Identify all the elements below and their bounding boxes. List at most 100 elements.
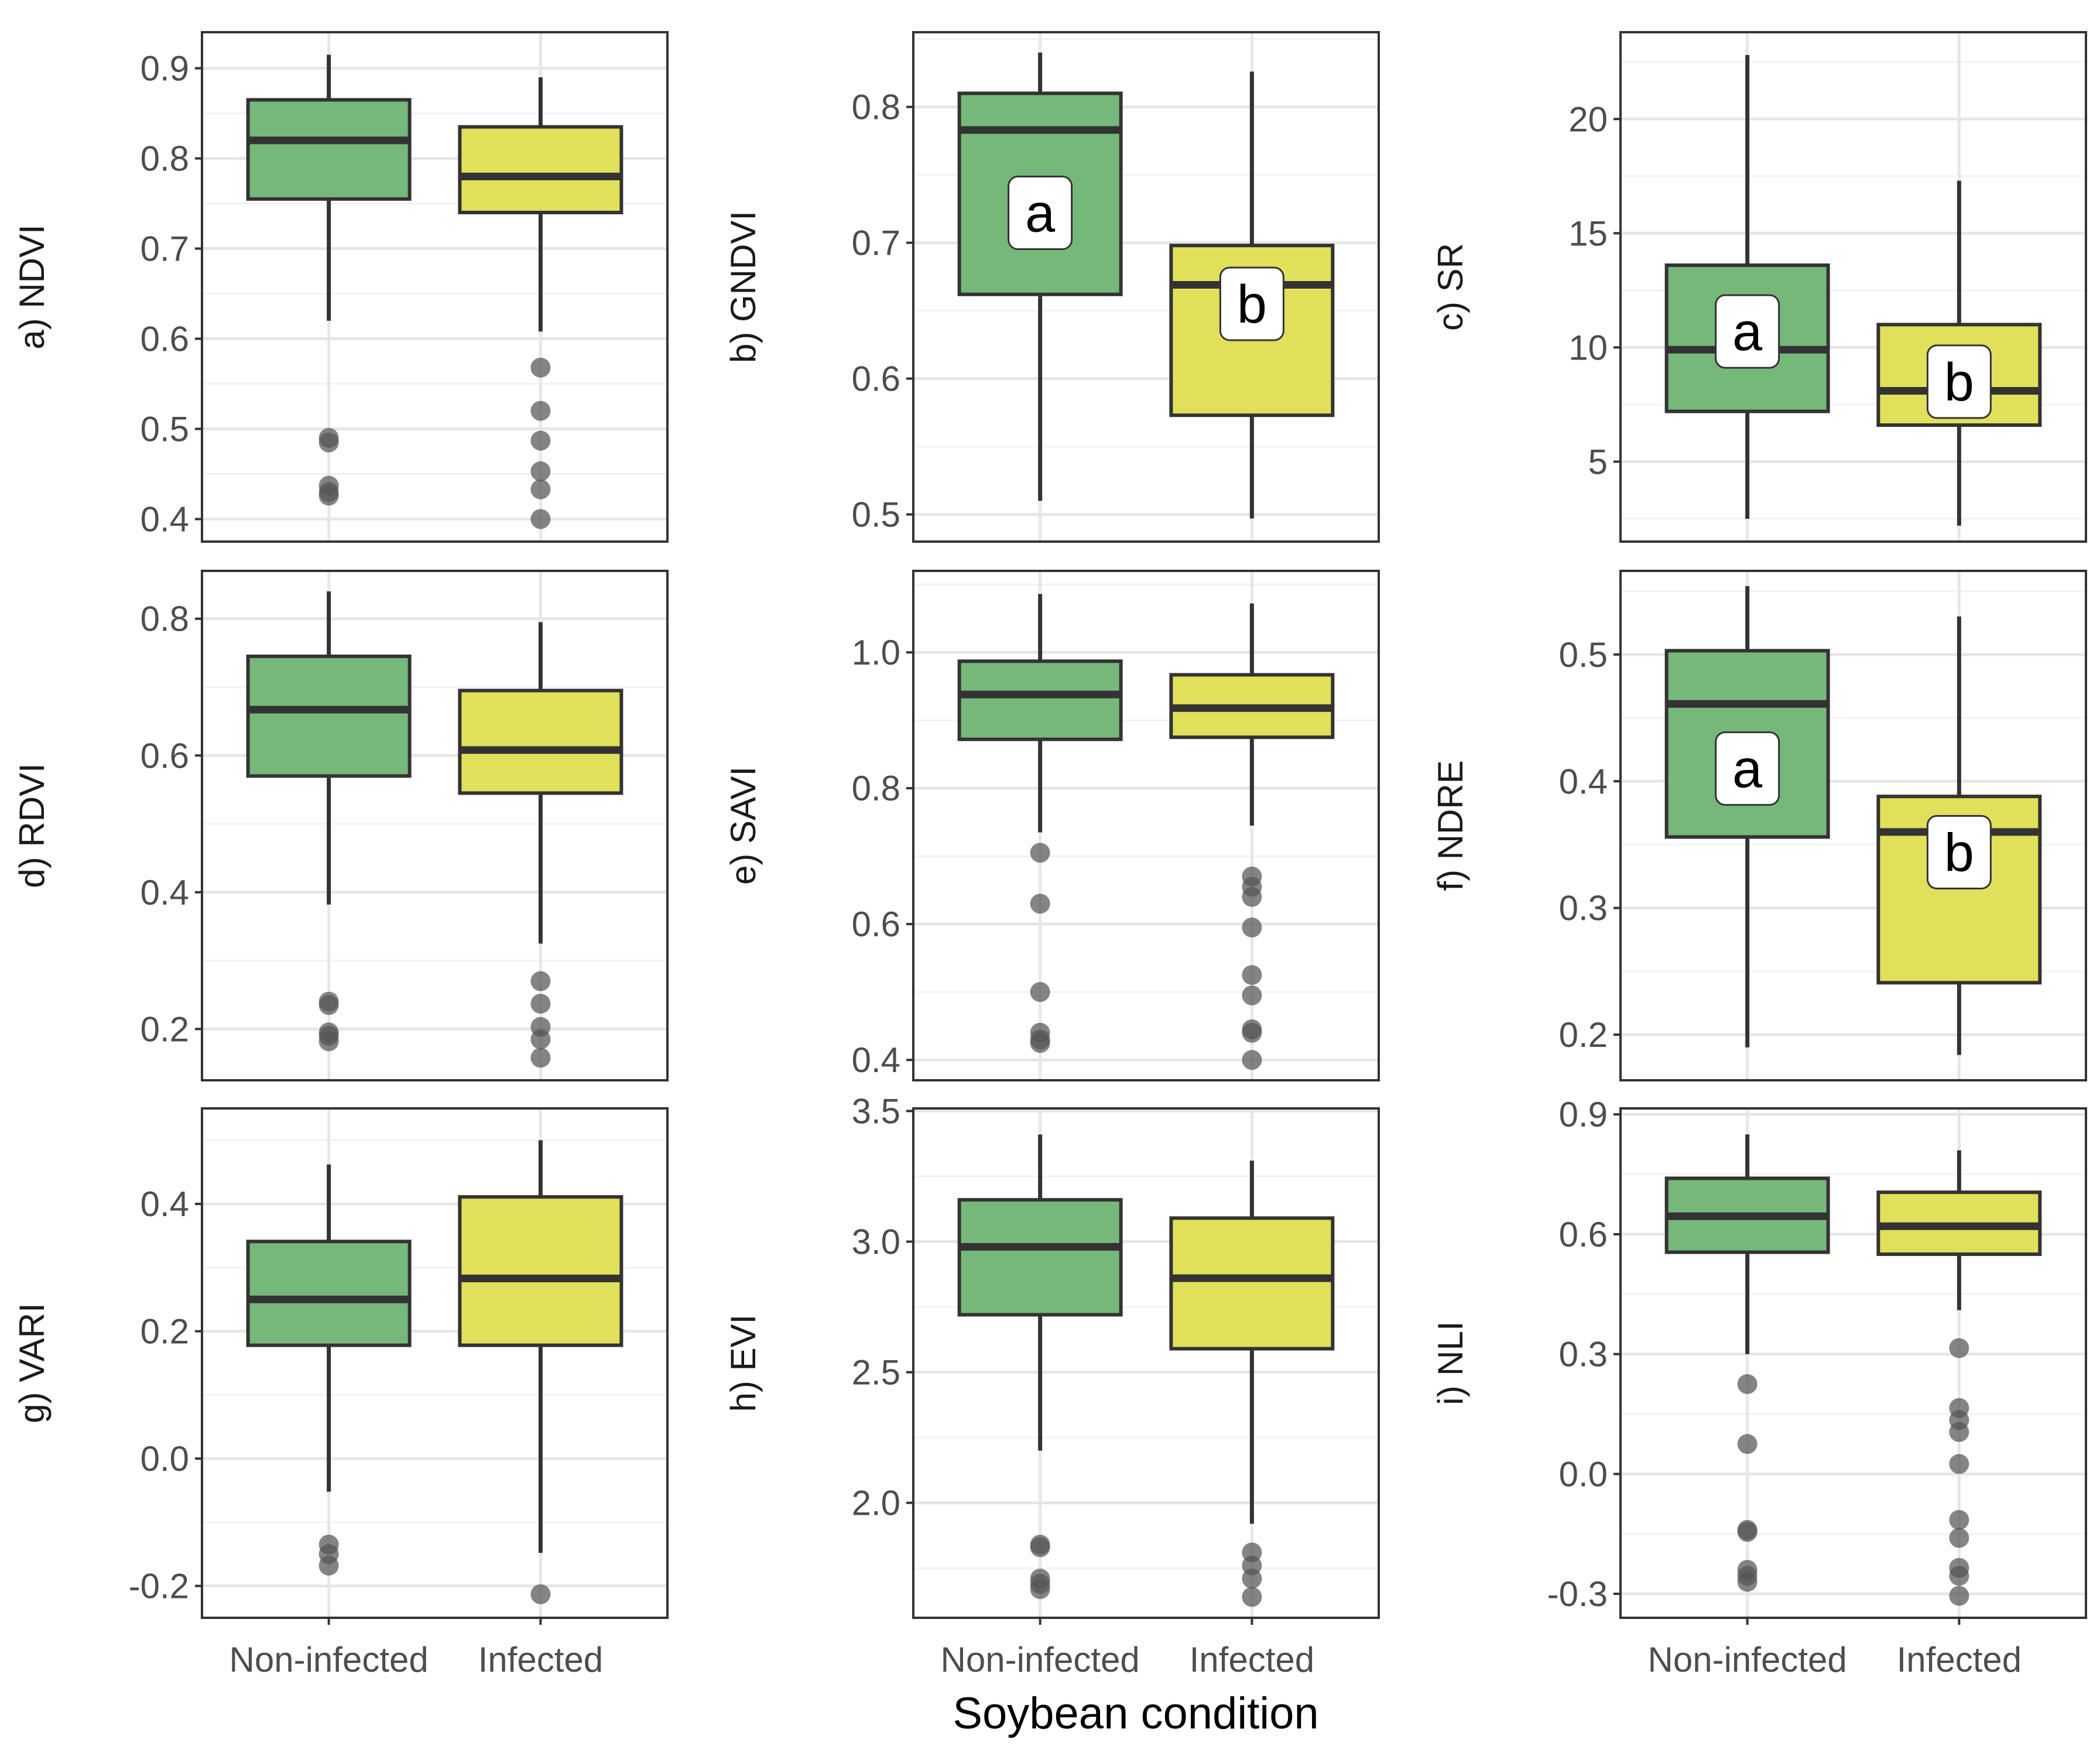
x-tick-label: Non-infected [229,1640,429,1679]
y-tick-label: 0.4 [1559,762,1608,801]
outlier-point [530,461,551,481]
panel-gndvi: 0.5 0.6 0.7 0.8 b) GNDVI a b [724,31,1380,543]
y-tick-label: 20 [1568,100,1608,139]
significance-letter: a [1025,184,1056,244]
panel-border [912,570,1380,1081]
iqr-box [246,654,412,778]
outlier-point [1242,1587,1262,1607]
y-tick-label: 0.2 [141,1009,189,1049]
y-tick-label: 10 [1568,328,1608,367]
y-tick-label: 0.9 [1559,1095,1608,1134]
outlier-point [530,479,551,499]
y-axis-title: d) RDVI [12,763,52,888]
panel-border [1619,570,2087,1081]
y-tick-label: 0.8 [141,600,189,639]
y-tick-label: -0.3 [1547,1574,1608,1614]
outlier-point [1949,1454,1969,1474]
y-tick-label: 0.6 [141,736,189,775]
significance-letter: b [1944,823,1974,882]
outlier-point [1949,1528,1969,1548]
y-tick-label: 0.6 [1559,1215,1608,1254]
significance-letter: a [1732,302,1763,362]
outlier-point [1949,1566,1969,1586]
y-tick-label: 2.0 [852,1484,900,1523]
significance-label-box [1219,266,1284,341]
box-infected [458,77,624,529]
y-tick-label: 0.4 [852,1040,900,1080]
outlier-point [1242,1050,1262,1070]
outlier-point [318,485,339,506]
y-axis-title: b) GNDVI [724,211,763,363]
panels: 0.4 0.5 0.6 0.7 0.8 0.9 a) NDVI 0.5 0.6 0.7 0.8 b) … [12,31,2087,1679]
y-tick-label: 0.0 [1559,1454,1608,1494]
panel-nli: -0.3 0.0 0.3 0.6 0.9 i) NLI Non-infected Infect… [1431,1095,2087,1679]
outlier-point [318,995,339,1015]
outlier-point [1949,1509,1969,1530]
y-tick-label: 0.8 [852,88,900,127]
box-non-infected [246,591,412,1052]
outlier-point [318,432,339,453]
panel-border [201,31,669,543]
box-non-infected: a [1664,586,1830,1047]
y-tick-label: 0.4 [141,1185,189,1224]
panel-border [1619,31,2087,543]
y-tick-label: 0.4 [141,873,189,912]
y-tick-label: 0.4 [141,500,189,539]
outlier-point [530,971,551,991]
y-tick-label: 0.3 [1559,889,1608,928]
outlier-point [318,1031,339,1052]
outlier-point [1737,1434,1758,1454]
outlier-point [1242,965,1262,985]
box-infected [458,622,624,1068]
iqr-box [458,689,624,795]
panel-vari: -0.2 0.0 0.2 0.4 g) VARI Non-infected Infected [12,1107,669,1679]
y-tick-label: 0.8 [141,139,189,179]
box-infected [1876,1150,2042,1606]
box-infected: b [1169,71,1335,519]
outlier-point [530,1047,551,1068]
significance-label-box [1715,294,1780,369]
box-infected [1169,1161,1335,1607]
y-tick-label: 1.0 [852,633,900,672]
significance-letter: b [1944,352,1974,412]
iqr-box [957,1198,1123,1317]
panel-ndre: 0.2 0.3 0.4 0.5 f) NDRE a b [1431,570,2087,1081]
panel-evi: 2.0 2.5 3.0 3.5 h) EVI Non-infected Infected [724,1091,1380,1679]
y-tick-label: 3.5 [852,1091,900,1131]
significance-label-box [1926,344,1992,419]
outlier-point [1737,1522,1758,1542]
significance-label-box [1715,731,1780,806]
panel-background [202,571,667,1080]
outlier-point [530,357,551,378]
panel-border [1619,1107,2087,1619]
iqr-box [957,659,1123,741]
outlier-point [1242,886,1262,907]
iqr-box [246,1240,412,1347]
y-tick-label: 0.6 [852,360,900,399]
box-non-infected [957,594,1123,1053]
outlier-point [1242,918,1262,937]
outlier-point [530,1029,551,1049]
panel-border [201,570,669,1081]
iqr-box [246,98,412,201]
y-axis-title: g) VARI [12,1303,52,1423]
box-infected [1169,603,1335,1070]
y-tick-label: -0.2 [129,1567,189,1606]
box-non-infected [246,1164,412,1576]
y-tick-label: 0.5 [1559,635,1608,675]
outlier-point [1242,1569,1262,1589]
y-tick-label: 0.6 [852,905,900,944]
panel-background [202,1108,667,1618]
y-tick-label: 0.5 [852,495,900,535]
significance-letter: b [1237,275,1267,334]
panel-border [912,31,1380,543]
box-non-infected [957,1134,1123,1599]
y-axis-title: a) NDVI [12,224,52,349]
y-axis-title: f) NDRE [1431,760,1470,891]
y-tick-label: 0.7 [852,224,900,263]
y-tick-label: 0.3 [1559,1335,1608,1374]
outlier-point [1030,1579,1050,1599]
y-axis-title: h) EVI [724,1314,763,1412]
y-axis-title: c) SR [1431,243,1470,331]
